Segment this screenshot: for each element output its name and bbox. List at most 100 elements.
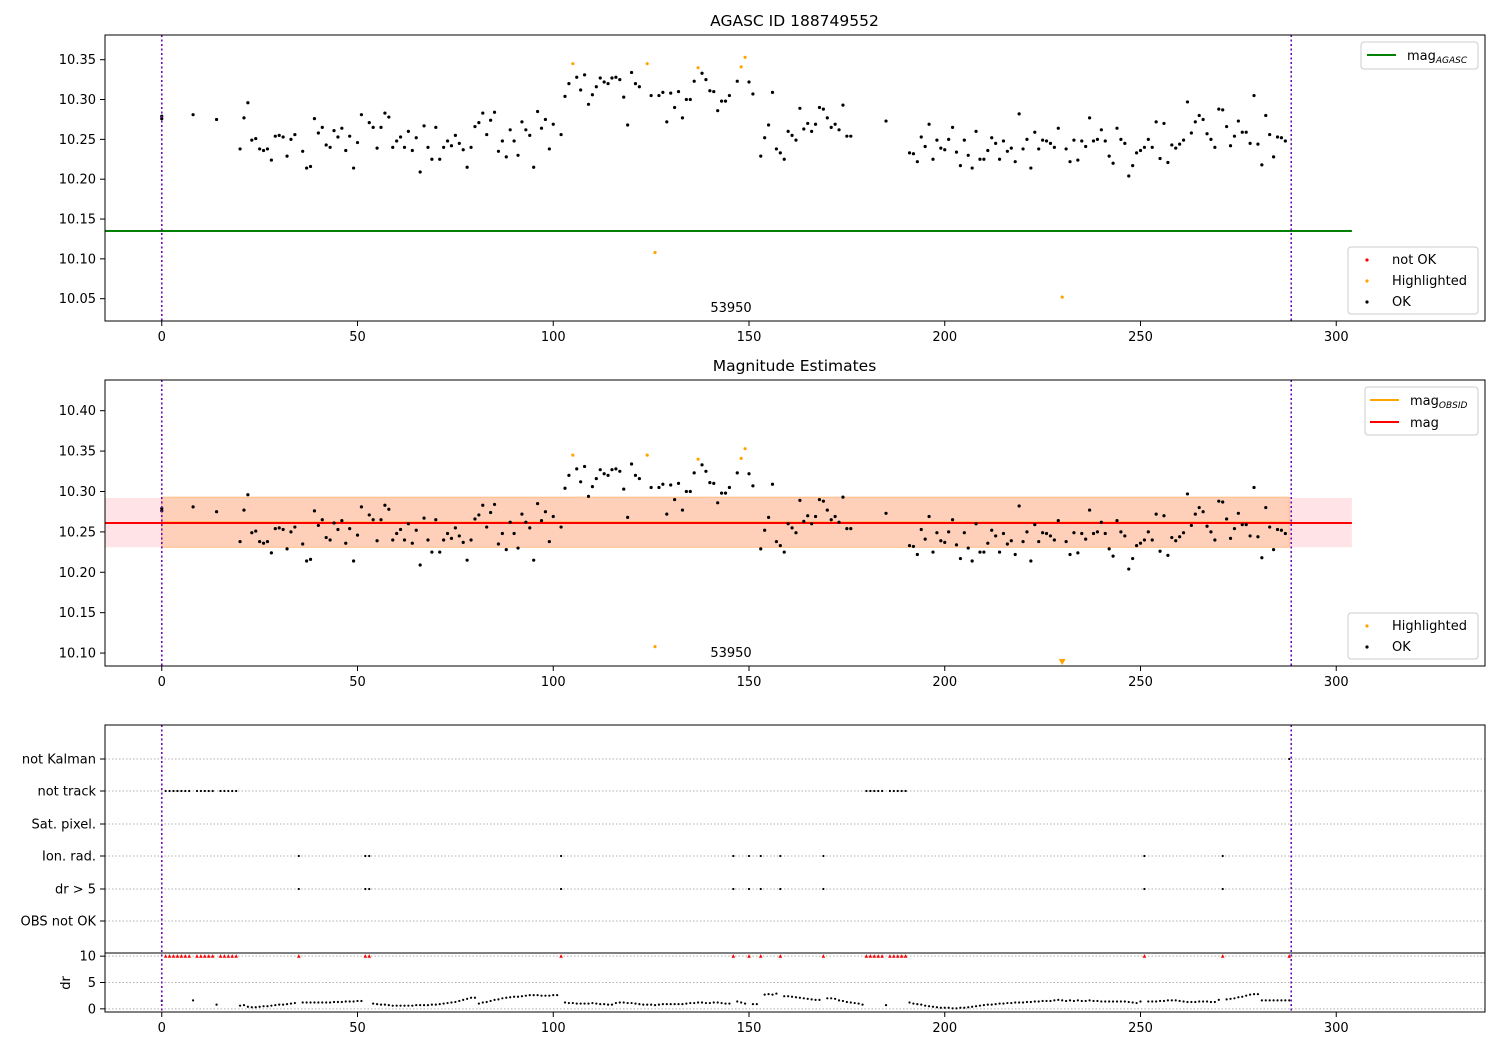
data-point xyxy=(598,468,602,472)
data-point xyxy=(618,469,622,473)
dr-point xyxy=(282,1003,285,1006)
data-point xyxy=(351,559,356,563)
data-point xyxy=(911,544,916,549)
data-point xyxy=(653,645,657,649)
data-point xyxy=(1248,141,1252,145)
data-point xyxy=(997,550,1002,554)
flag-point xyxy=(822,887,825,891)
data-point xyxy=(406,129,411,133)
dr-point xyxy=(1104,1000,1107,1003)
dr-clipped-marker xyxy=(899,954,904,958)
dr-point xyxy=(837,999,841,1002)
dr-point xyxy=(857,1002,860,1005)
data-point xyxy=(990,528,994,532)
data-point xyxy=(395,139,399,143)
data-point xyxy=(1099,520,1103,524)
dr-point xyxy=(1155,1000,1158,1003)
dr-point xyxy=(1288,999,1291,1002)
legend-lines: magOBSID mag xyxy=(1364,386,1479,436)
dr-point xyxy=(1131,1001,1134,1004)
data-point xyxy=(931,157,935,161)
flag-point xyxy=(231,789,234,793)
data-point xyxy=(1072,138,1076,142)
dr-point xyxy=(927,1005,931,1008)
data-point xyxy=(1209,137,1213,141)
data-point xyxy=(1201,117,1205,122)
plot-frame xyxy=(104,379,1486,667)
y-tick-label: 10.35 xyxy=(59,53,96,68)
flag-point xyxy=(559,887,563,891)
x-tick-label: 50 xyxy=(349,675,366,690)
data-point xyxy=(559,525,563,529)
data-point xyxy=(387,507,391,511)
data-point xyxy=(289,137,293,141)
flag-point xyxy=(368,854,371,858)
dr-point xyxy=(454,1000,457,1004)
data-point xyxy=(414,528,418,532)
data-point xyxy=(359,505,364,509)
data-point xyxy=(727,485,732,490)
data-point xyxy=(1244,523,1248,527)
dr-point xyxy=(677,1002,680,1006)
data-point xyxy=(821,107,825,111)
flag-row-label: OBS not OK xyxy=(21,915,97,930)
dr-point xyxy=(1260,999,1263,1002)
flag-point xyxy=(223,789,226,793)
flag-point xyxy=(732,887,735,891)
dr-point xyxy=(708,1001,711,1005)
data-point xyxy=(285,547,289,551)
data-point xyxy=(418,170,422,174)
flag-point xyxy=(892,789,895,793)
data-point xyxy=(383,111,387,115)
data-point xyxy=(273,134,277,138)
dr-point xyxy=(728,1002,731,1005)
data-point xyxy=(723,491,728,495)
data-point xyxy=(931,550,935,554)
dr-point xyxy=(1190,1000,1193,1004)
data-point xyxy=(774,147,779,151)
data-point xyxy=(696,66,700,70)
dr-clipped-marker xyxy=(731,954,736,958)
data-point xyxy=(700,463,704,467)
dr-clipped-marker xyxy=(226,954,231,958)
data-point xyxy=(1174,146,1178,150)
data-point xyxy=(1025,137,1029,141)
dr-point xyxy=(293,1001,296,1005)
data-point xyxy=(1260,163,1264,167)
data-point xyxy=(794,138,798,142)
data-point xyxy=(1170,535,1174,540)
data-point xyxy=(438,157,442,161)
data-point xyxy=(622,95,626,99)
chart-title: Magnitude Estimates xyxy=(713,357,877,375)
flag-point xyxy=(888,789,892,793)
data-point xyxy=(719,491,724,495)
dr-point xyxy=(845,1000,848,1004)
dr-point xyxy=(939,1006,942,1009)
data-point xyxy=(539,126,544,130)
data-point xyxy=(246,101,250,105)
data-point xyxy=(1001,531,1006,536)
data-point xyxy=(1252,485,1256,490)
dr-clipped-marker xyxy=(1220,954,1225,958)
data-point xyxy=(1185,100,1190,104)
data-point xyxy=(340,518,344,523)
data-point xyxy=(845,134,849,138)
data-point xyxy=(751,484,755,488)
flag-point xyxy=(368,887,371,891)
data-point xyxy=(567,81,571,86)
dr-point xyxy=(790,995,794,998)
data-point xyxy=(833,514,837,519)
dr-point xyxy=(1139,1000,1142,1003)
dr-point xyxy=(743,1002,747,1005)
dr-clipped-marker xyxy=(218,954,223,958)
dr-point xyxy=(971,1005,974,1008)
dr-point xyxy=(430,1003,433,1006)
dr-point xyxy=(305,1001,308,1004)
data-point xyxy=(1185,492,1190,496)
data-point xyxy=(735,471,739,475)
dr-point xyxy=(450,1001,453,1004)
dr-point xyxy=(446,1001,449,1005)
dr-point xyxy=(1276,999,1279,1002)
dr-clipped-marker xyxy=(167,954,172,958)
data-point xyxy=(884,119,888,123)
